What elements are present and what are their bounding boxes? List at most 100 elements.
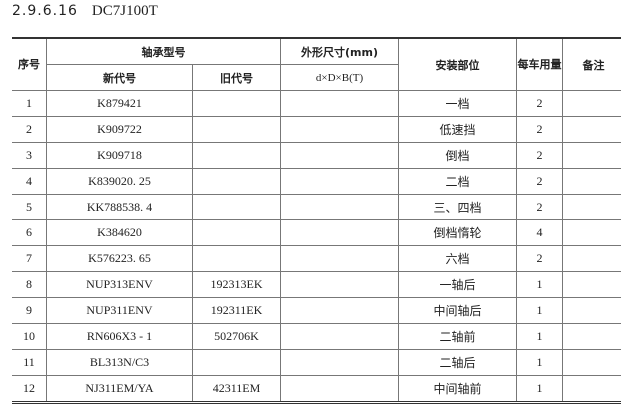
- bearing-table: 序号 轴承型号 外形尺寸(mm) 安装部位 每车用量 备注 新代号 旧代号 d×…: [12, 37, 621, 404]
- cell-location: 一轴后: [398, 271, 517, 299]
- cell-qty: 2: [516, 115, 563, 143]
- section-number: 2.9.6.16: [12, 3, 78, 19]
- cell-old-code: 42311EM: [192, 374, 281, 403]
- header-location: 安装部位: [398, 37, 517, 91]
- cell-seq: 9: [12, 297, 47, 325]
- header-new-code: 新代号: [46, 64, 193, 91]
- cell-old-code: 192313EK: [192, 271, 281, 299]
- header-old-code: 旧代号: [192, 64, 281, 91]
- cell-location: 中间轴后: [398, 297, 517, 325]
- cell-location: 倒档: [398, 141, 517, 169]
- cell-qty: 2: [516, 90, 563, 117]
- cell-old-code: [192, 245, 281, 273]
- cell-new-code: NUP313ENV: [46, 271, 193, 299]
- cell-seq: 10: [12, 323, 47, 350]
- cell-new-code: K384620: [46, 219, 193, 247]
- cell-new-code: RN606X3 - 1: [46, 323, 193, 350]
- cell-old-code: [192, 348, 281, 376]
- cell-seq: 3: [12, 141, 47, 169]
- table-row: 3 K909718 倒档 2: [12, 141, 621, 169]
- cell-dimensions: [280, 348, 399, 376]
- cell-new-code: K839020. 25: [46, 167, 193, 195]
- cell-seq: 5: [12, 193, 47, 221]
- cell-old-code: [192, 141, 281, 169]
- cell-qty: 1: [516, 374, 563, 403]
- cell-seq: 6: [12, 219, 47, 247]
- cell-new-code: K576223. 65: [46, 245, 193, 273]
- table-row: 1 K879421 一档 2: [12, 90, 621, 117]
- table-row: 8 NUP313ENV 192313EK 一轴后 1: [12, 271, 621, 299]
- cell-location: 中间轴前: [398, 374, 517, 403]
- table-row: 2 K909722 低速挡 2: [12, 115, 621, 143]
- table-row: 6 K384620 倒档惰轮 4: [12, 219, 621, 247]
- cell-qty: 1: [516, 271, 563, 299]
- cell-old-code: [192, 167, 281, 195]
- cell-old-code: [192, 115, 281, 143]
- cell-remark: [562, 193, 621, 221]
- table-row: 4 K839020. 25 二档 2: [12, 167, 621, 195]
- header-dimensions: 外形尺寸(mm): [280, 37, 399, 65]
- cell-remark: [562, 374, 621, 403]
- cell-old-code: [192, 219, 281, 247]
- cell-seq: 2: [12, 115, 47, 143]
- table-row: 7 K576223. 65 六档 2: [12, 245, 621, 273]
- cell-dimensions: [280, 115, 399, 143]
- cell-qty: 2: [516, 141, 563, 169]
- cell-dimensions: [280, 193, 399, 221]
- cell-qty: 2: [516, 193, 563, 221]
- cell-dimensions: [280, 219, 399, 247]
- table-row: 12 NJ311EM/YA 42311EM 中间轴前 1: [12, 374, 621, 403]
- cell-old-code: [192, 90, 281, 117]
- cell-seq: 11: [12, 348, 47, 376]
- cell-remark: [562, 219, 621, 247]
- cell-dimensions: [280, 323, 399, 350]
- cell-dimensions: [280, 271, 399, 299]
- cell-new-code: BL313N/C3: [46, 348, 193, 376]
- section-title: 2.9.6.16 DC7J100T: [12, 3, 158, 20]
- header-seq: 序号: [12, 37, 47, 91]
- cell-qty: 1: [516, 323, 563, 350]
- cell-remark: [562, 141, 621, 169]
- cell-seq: 4: [12, 167, 47, 195]
- cell-remark: [562, 245, 621, 273]
- header-qty: 每车用量: [516, 37, 563, 91]
- cell-location: 六档: [398, 245, 517, 273]
- cell-new-code: K879421: [46, 90, 193, 117]
- cell-dimensions: [280, 141, 399, 169]
- cell-new-code: K909718: [46, 141, 193, 169]
- cell-qty: 4: [516, 219, 563, 247]
- cell-old-code: 192311EK: [192, 297, 281, 325]
- cell-remark: [562, 271, 621, 299]
- cell-dimensions: [280, 90, 399, 117]
- cell-dimensions: [280, 374, 399, 403]
- cell-old-code: [192, 193, 281, 221]
- cell-qty: 1: [516, 348, 563, 376]
- cell-location: 二轴后: [398, 348, 517, 376]
- cell-location: 二轴前: [398, 323, 517, 350]
- cell-location: 倒档惰轮: [398, 219, 517, 247]
- cell-new-code: KK788538. 4: [46, 193, 193, 221]
- cell-location: 低速挡: [398, 115, 517, 143]
- cell-dimensions: [280, 245, 399, 273]
- cell-remark: [562, 167, 621, 195]
- cell-new-code: NUP311ENV: [46, 297, 193, 325]
- header-bearing-type: 轴承型号: [46, 37, 281, 65]
- table-row: 5 KK788538. 4 三、四档 2: [12, 193, 621, 221]
- table-row: 9 NUP311ENV 192311EK 中间轴后 1: [12, 297, 621, 325]
- cell-location: 二档: [398, 167, 517, 195]
- table-row: 10 RN606X3 - 1 502706K 二轴前 1: [12, 323, 621, 350]
- cell-qty: 2: [516, 167, 563, 195]
- cell-location: 三、四档: [398, 193, 517, 221]
- cell-seq: 7: [12, 245, 47, 273]
- header-dimensions-formula: d×D×B(T): [280, 64, 399, 91]
- cell-remark: [562, 348, 621, 376]
- cell-old-code: 502706K: [192, 323, 281, 350]
- cell-new-code: NJ311EM/YA: [46, 374, 193, 403]
- cell-dimensions: [280, 167, 399, 195]
- header-remark: 备注: [562, 37, 621, 91]
- cell-seq: 8: [12, 271, 47, 299]
- cell-seq: 12: [12, 374, 47, 403]
- cell-qty: 1: [516, 297, 563, 325]
- model-name: DC7J100T: [91, 3, 158, 19]
- cell-remark: [562, 323, 621, 350]
